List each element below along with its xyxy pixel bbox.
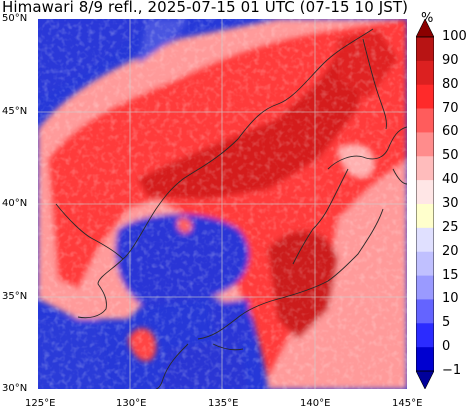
colorbar-label: 5 <box>442 315 451 331</box>
colorbar-label: 70 <box>442 100 459 116</box>
lon-label-130: 130°E <box>116 398 147 409</box>
colorbar-segment <box>416 84 434 109</box>
colorbar-label: 50 <box>442 148 459 164</box>
colorbar-label: 80 <box>442 76 459 92</box>
lat-label-40: 40°N <box>2 198 28 209</box>
graticule <box>38 19 407 389</box>
colorbar <box>416 19 434 389</box>
colorbar-label: 20 <box>442 243 459 259</box>
colorbar-segment <box>416 108 434 133</box>
lat-label-50: 50°N <box>2 13 28 24</box>
lon-label-140: 140°E <box>300 398 331 409</box>
colorbar-segment <box>416 275 434 300</box>
colorbar-segment <box>416 60 434 86</box>
colorbar-segment <box>416 180 434 205</box>
colorbar-label: 30 <box>442 196 459 211</box>
colorbar-segment <box>416 156 434 181</box>
colorbar-extend-min <box>416 370 434 389</box>
colorbar-label: 0 <box>442 339 451 355</box>
colorbar-label: 100 <box>442 29 467 44</box>
lat-label-30: 30°N <box>2 383 28 394</box>
colorbar-label: 15 <box>442 267 459 283</box>
coastlines <box>55 28 407 389</box>
colorbar-label: 10 <box>442 291 459 307</box>
colorbar-segment <box>416 227 434 253</box>
colorbar-segment <box>416 204 434 229</box>
colorbar-segment <box>416 251 434 276</box>
colorbar-segment <box>416 132 434 157</box>
colorbar-label: 90 <box>442 52 459 68</box>
colorbar-extend-max <box>416 19 434 38</box>
lon-label-125: 125°E <box>25 398 56 409</box>
reflectivity-map <box>38 19 407 389</box>
colorbar-frame <box>416 36 434 372</box>
colorbar-label: −1 <box>442 363 462 378</box>
colorbar-segment <box>416 299 434 324</box>
colorbar-segment <box>416 347 434 372</box>
lat-label-45: 45°N <box>2 106 28 117</box>
map-title: Himawari 8/9 refl., 2025-07-15 01 UTC (0… <box>2 0 409 16</box>
colorbar-label: 60 <box>442 124 459 140</box>
lon-label-135: 135°E <box>208 398 239 409</box>
colorbar-segment <box>416 323 434 348</box>
colorbar-label: 40 <box>442 172 459 188</box>
lon-label-145: 145°E <box>392 398 423 409</box>
lat-label-35: 35°N <box>2 291 28 302</box>
colorbar-label: 25 <box>442 219 459 235</box>
colorbar-segment <box>416 37 434 62</box>
